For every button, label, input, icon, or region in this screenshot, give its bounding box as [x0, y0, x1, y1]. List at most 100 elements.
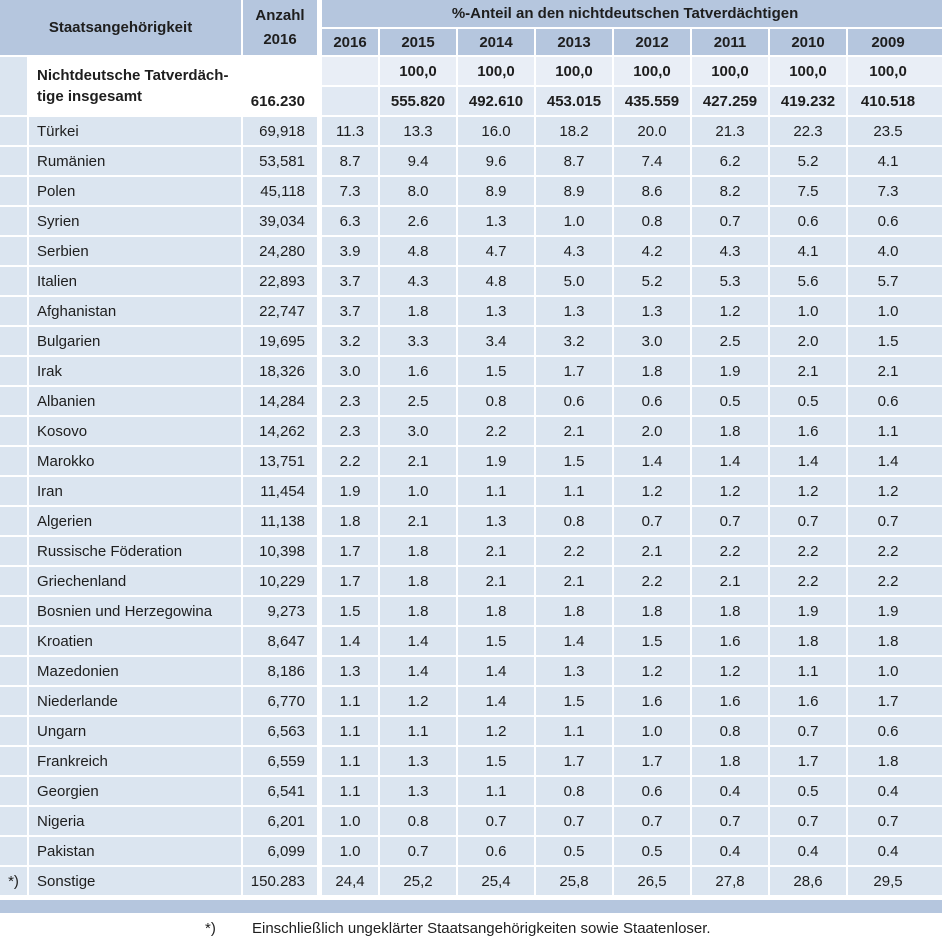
total-row-marker-cell — [0, 57, 29, 117]
row-share-cell: 0.8 — [536, 507, 614, 537]
row-share-cell: 1.2 — [848, 477, 942, 507]
row-anzahl-cell: 13,751 — [243, 447, 322, 477]
table-row: Rumänien 53,581 8.7 9.4 9.6 8.7 7.4 6.2 5.2 4.1 — [0, 147, 942, 177]
row-marker-cell — [0, 447, 29, 477]
row-anzahl-cell: 19,695 — [243, 327, 322, 357]
row-share-cell: 7.5 — [770, 177, 848, 207]
row-share-cell: 3.9 — [322, 237, 380, 267]
row-share-cell: 1.7 — [322, 567, 380, 597]
table-row: Kosovo 14,262 2.3 3.0 2.2 2.1 2.0 1.8 1.6 1.1 — [0, 417, 942, 447]
row-marker-cell: *) — [0, 867, 29, 897]
table-row: Irak 18,326 3.0 1.6 1.5 1.7 1.8 1.9 2.1 2.1 — [0, 357, 942, 387]
row-anzahl-cell: 9,273 — [243, 597, 322, 627]
row-marker-cell — [0, 177, 29, 207]
row-marker-cell — [0, 627, 29, 657]
table-row: Georgien 6,541 1.1 1.3 1.1 0.8 0.6 0.4 0.5 0.4 — [0, 777, 942, 807]
row-marker-cell — [0, 297, 29, 327]
row-share-cell: 2.1 — [380, 507, 458, 537]
row-anzahl-cell: 39,034 — [243, 207, 322, 237]
row-share-cell: 8.9 — [458, 177, 536, 207]
header-year-4: 2012 — [614, 29, 692, 57]
row-share-cell: 1.9 — [322, 477, 380, 507]
row-share-cell: 0.6 — [848, 387, 942, 417]
header-year-3: 2013 — [536, 29, 614, 57]
row-share-cell: 4.7 — [458, 237, 536, 267]
row-share-cell: 1.6 — [380, 357, 458, 387]
table-row: Niederlande 6,770 1.1 1.2 1.4 1.5 1.6 1.6 1.6 1.7 — [0, 687, 942, 717]
row-share-cell: 1.5 — [614, 627, 692, 657]
row-share-cell: 2.1 — [848, 357, 942, 387]
row-share-cell: 4.0 — [848, 237, 942, 267]
row-anzahl-cell: 18,326 — [243, 357, 322, 387]
row-share-cell: 0.6 — [458, 837, 536, 867]
row-share-cell: 1.2 — [614, 657, 692, 687]
row-share-cell: 0.8 — [380, 807, 458, 837]
table-row: Nigeria 6,201 1.0 0.8 0.7 0.7 0.7 0.7 0.7 0.7 — [0, 807, 942, 837]
total-row-count-cell: 435.559 — [614, 87, 692, 117]
row-share-cell: 7.3 — [848, 177, 942, 207]
row-share-cell: 4.8 — [458, 267, 536, 297]
row-share-cell: 2.3 — [322, 417, 380, 447]
row-share-cell: 2.2 — [770, 537, 848, 567]
header-year-1: 2015 — [380, 29, 458, 57]
row-share-cell: 1.1 — [536, 717, 614, 747]
row-share-cell: 2.2 — [848, 537, 942, 567]
row-marker-cell — [0, 327, 29, 357]
row-share-cell: 0.7 — [848, 507, 942, 537]
row-share-cell: 0.6 — [848, 207, 942, 237]
row-share-cell: 25,4 — [458, 867, 536, 897]
row-share-cell: 0.8 — [458, 387, 536, 417]
row-share-cell: 2.2 — [770, 567, 848, 597]
row-anzahl-cell: 45,118 — [243, 177, 322, 207]
total-row-count-cell: 410.518 — [848, 87, 942, 117]
row-share-cell: 0.7 — [692, 507, 770, 537]
row-share-cell: 1.2 — [692, 477, 770, 507]
row-share-cell: 23.5 — [848, 117, 942, 147]
row-share-cell: 0.7 — [770, 717, 848, 747]
row-marker-cell — [0, 807, 29, 837]
row-name-cell: Pakistan — [29, 837, 243, 867]
row-name-cell: Bulgarien — [29, 327, 243, 357]
row-share-cell: 5.2 — [770, 147, 848, 177]
row-share-cell: 1.4 — [614, 447, 692, 477]
row-share-cell: 1.4 — [848, 447, 942, 477]
row-share-cell: 1.3 — [458, 297, 536, 327]
row-share-cell: 0.5 — [770, 777, 848, 807]
row-share-cell: 1.6 — [614, 687, 692, 717]
row-share-cell: 2.2 — [692, 537, 770, 567]
row-share-cell: 2.2 — [458, 417, 536, 447]
row-share-cell: 1.1 — [458, 477, 536, 507]
row-marker-cell — [0, 567, 29, 597]
row-share-cell: 2.3 — [322, 387, 380, 417]
row-share-cell: 1.1 — [536, 477, 614, 507]
row-anzahl-cell: 14,284 — [243, 387, 322, 417]
table-body: Nichtdeutsche Tatverdäch-tige insgesamt 6… — [0, 57, 942, 897]
row-share-cell: 1.2 — [380, 687, 458, 717]
row-share-cell: 26,5 — [614, 867, 692, 897]
row-share-cell: 1.1 — [458, 777, 536, 807]
row-share-cell: 1.0 — [848, 657, 942, 687]
table-row: Polen 45,118 7.3 8.0 8.9 8.9 8.6 8.2 7.5 7.3 — [0, 177, 942, 207]
row-share-cell: 4.2 — [614, 237, 692, 267]
row-share-cell: 1.9 — [692, 357, 770, 387]
row-share-cell: 6.3 — [322, 207, 380, 237]
row-share-cell: 0.6 — [848, 717, 942, 747]
row-share-cell: 0.5 — [692, 387, 770, 417]
row-share-cell: 0.4 — [770, 837, 848, 867]
row-share-cell: 1.0 — [322, 837, 380, 867]
row-share-cell: 2.1 — [692, 567, 770, 597]
row-share-cell: 0.8 — [614, 207, 692, 237]
total-row-count-cell: 453.015 — [536, 87, 614, 117]
row-name-cell: Kroatien — [29, 627, 243, 657]
row-share-cell: 5.7 — [848, 267, 942, 297]
table-row: Bosnien und Herzegowina 9,273 1.5 1.8 1.8 1.8… — [0, 597, 942, 627]
total-row-share-cell: 100,0 — [614, 57, 692, 87]
table-row: Italien 22,893 3.7 4.3 4.8 5.0 5.2 5.3 5.6 5.7 — [0, 267, 942, 297]
total-row-count-cell: 419.232 — [770, 87, 848, 117]
row-share-cell: 1.8 — [692, 747, 770, 777]
row-share-cell: 4.3 — [692, 237, 770, 267]
row-marker-cell — [0, 237, 29, 267]
total-row-share-cell — [322, 57, 380, 87]
header-years-row: 2016 2015 2014 2013 2012 2011 2010 2009 — [0, 29, 942, 57]
row-anzahl-cell: 6,559 — [243, 747, 322, 777]
